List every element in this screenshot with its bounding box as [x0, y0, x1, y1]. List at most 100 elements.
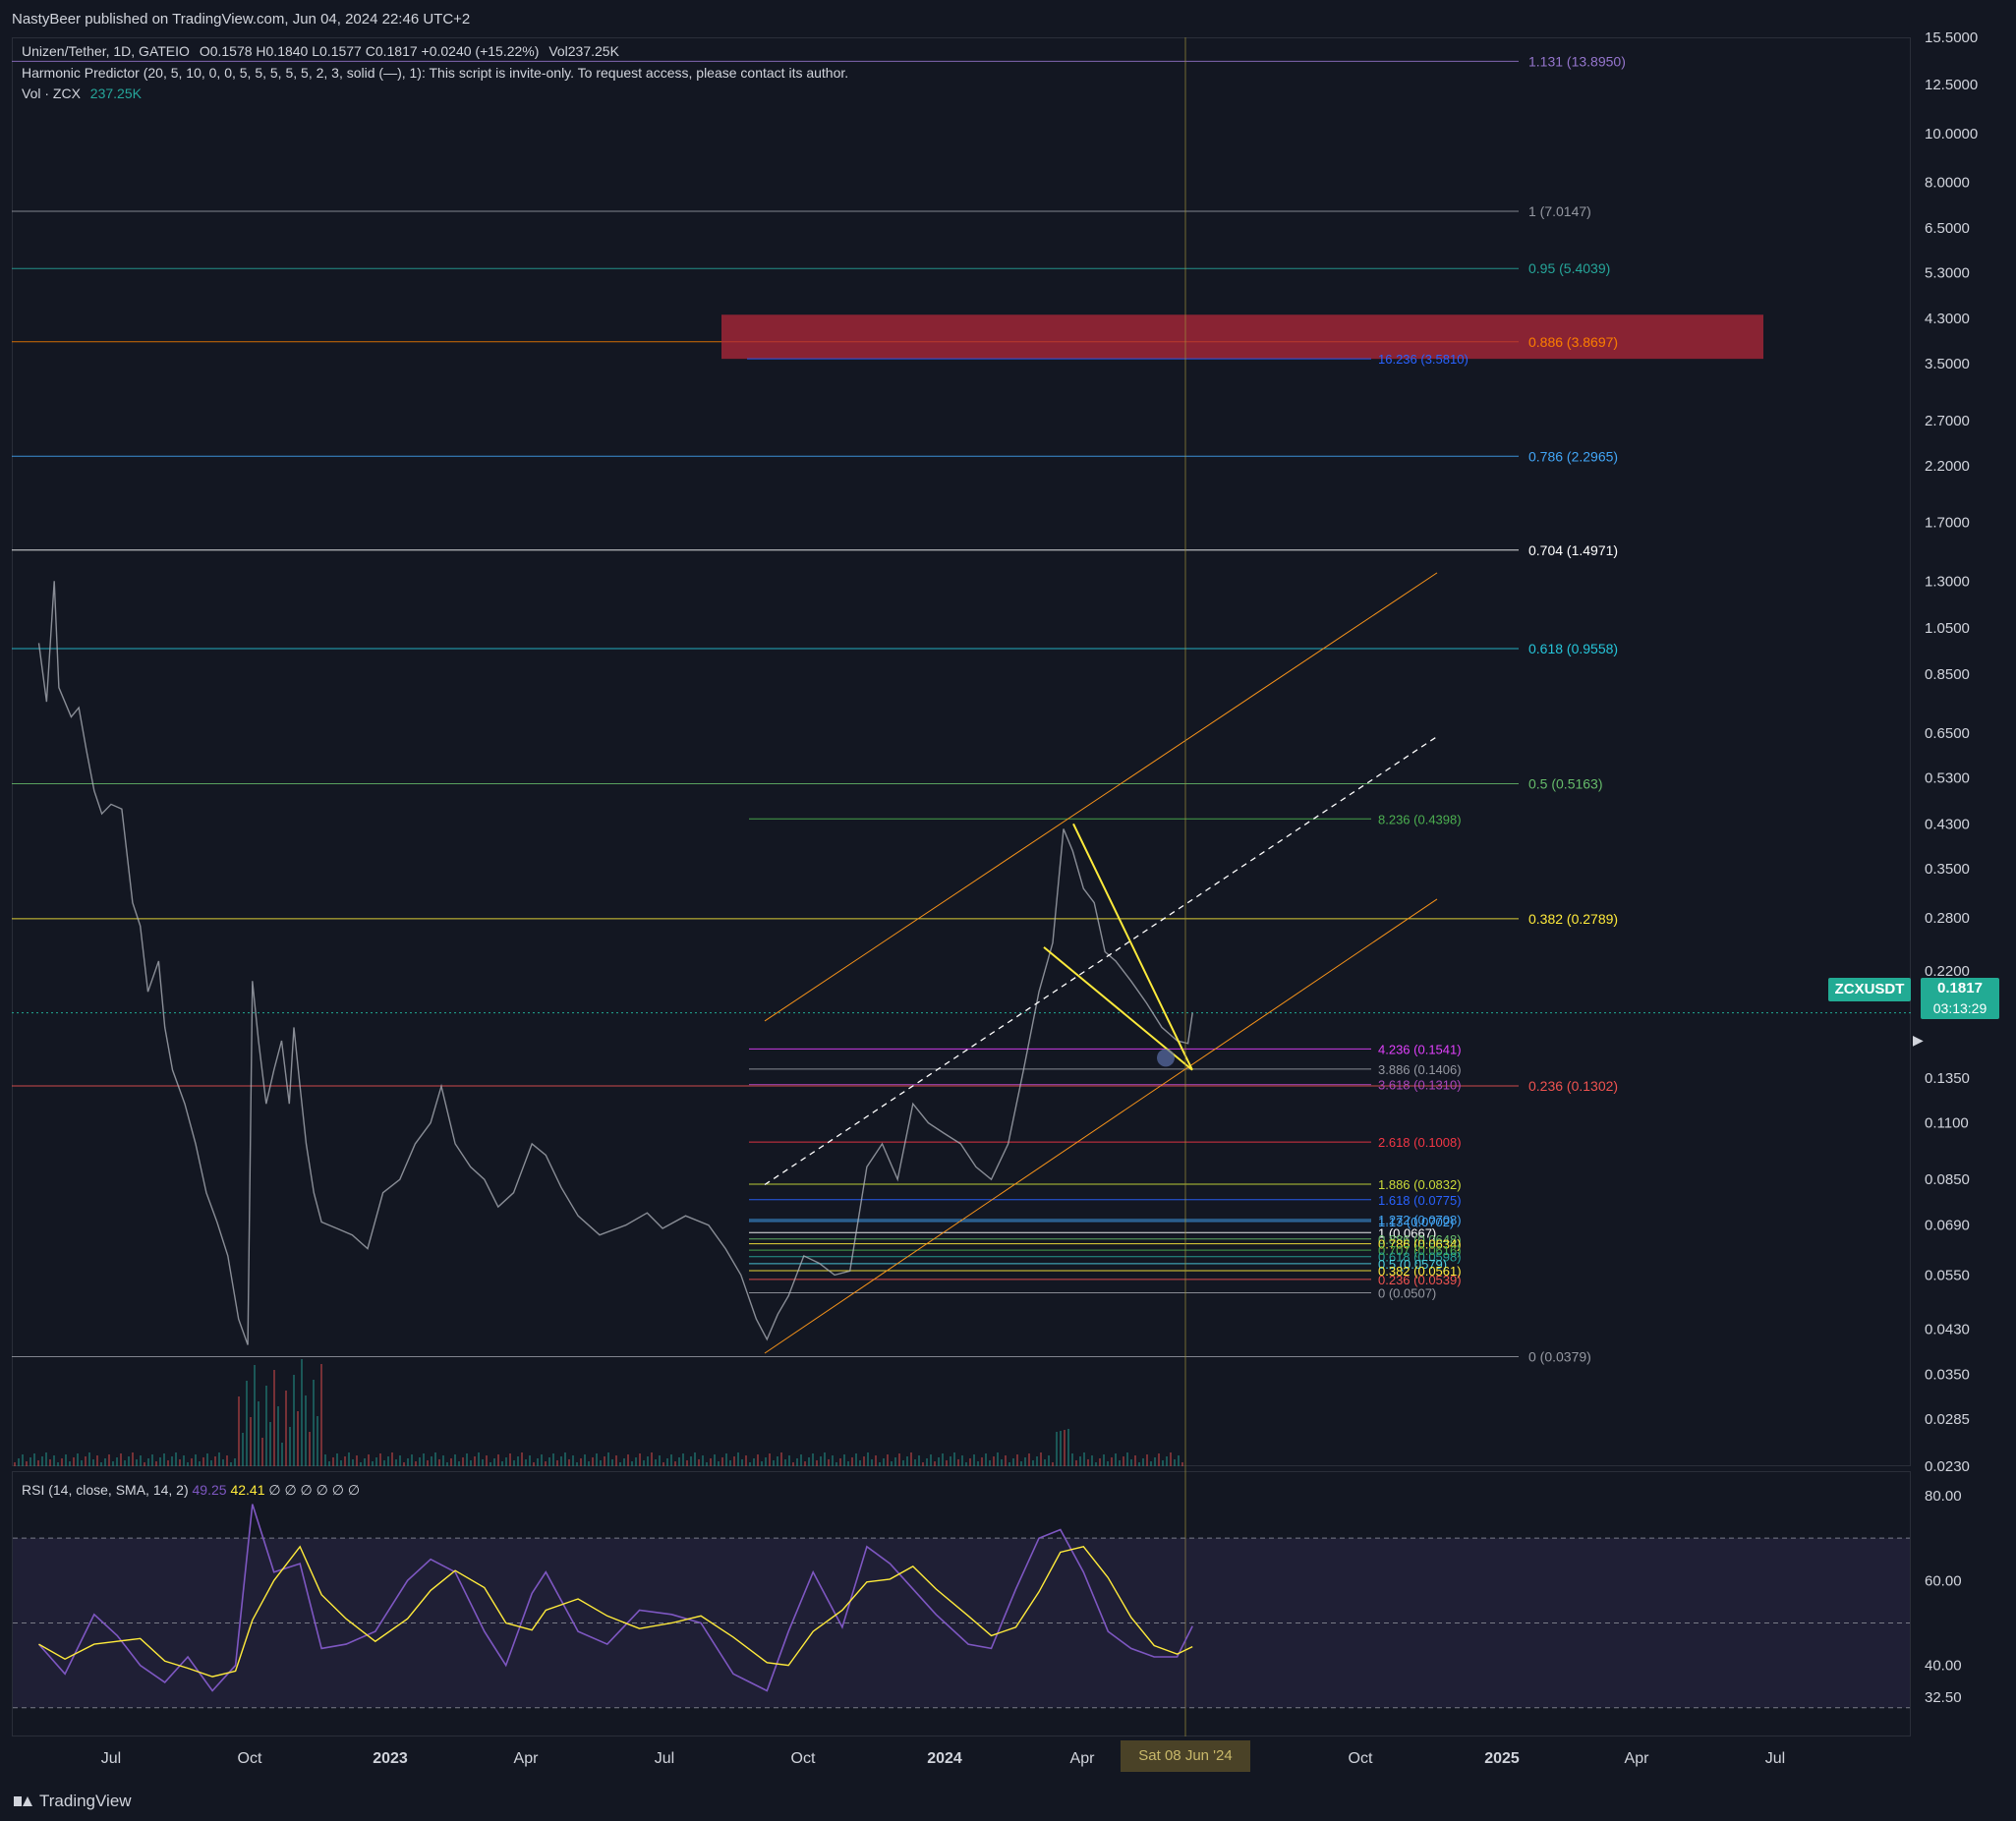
volume-bar — [706, 1462, 708, 1466]
rsi-axis-tick: 32.50 — [1925, 1689, 1962, 1706]
volume-bar — [61, 1458, 63, 1466]
volume-bar — [1095, 1462, 1097, 1466]
volume-bar — [427, 1460, 429, 1466]
volume-bar — [718, 1461, 720, 1466]
volume-bar — [604, 1456, 605, 1466]
volume-bar — [340, 1460, 342, 1466]
price-line — [37, 581, 1193, 1345]
fib-major-label: 0.704 (1.4971) — [1528, 542, 1618, 558]
volume-bar — [851, 1457, 853, 1466]
volume-bar — [745, 1455, 747, 1466]
volume-bar — [965, 1462, 967, 1466]
volume-bar — [898, 1453, 900, 1466]
volume-bar — [828, 1459, 830, 1466]
volume-bar — [580, 1458, 582, 1466]
volume-bar — [887, 1454, 889, 1466]
rsi-legend[interactable]: RSI (14, close, SMA, 14, 2) 49.25 42.41 … — [22, 1482, 360, 1499]
volume-bar — [124, 1460, 126, 1466]
volume-bar — [191, 1458, 193, 1466]
volume-bar — [486, 1455, 488, 1466]
volume-bar — [501, 1461, 503, 1466]
volume-bar — [387, 1456, 389, 1466]
volume-bar — [22, 1454, 24, 1466]
volume-legend[interactable]: Vol · ZCX 237.25K — [22, 85, 147, 101]
fib-minor-label: 16.236 (3.5810) — [1378, 352, 1469, 367]
volume-bar — [450, 1458, 452, 1466]
volume-bar — [258, 1401, 259, 1466]
volume-bar — [419, 1457, 421, 1466]
volume-bar — [985, 1453, 987, 1466]
volume-bar — [1024, 1457, 1026, 1466]
price-pane[interactable] — [12, 37, 1911, 1466]
volume-bar — [513, 1460, 515, 1466]
volume-bar — [269, 1422, 271, 1466]
fib-major-label: 0.95 (5.4039) — [1528, 260, 1610, 276]
volume-bar — [33, 1453, 35, 1466]
volume-bar — [159, 1457, 161, 1466]
volume-bar — [545, 1461, 547, 1466]
price-axis-tick: 0.0550 — [1925, 1267, 1970, 1283]
volume-bar — [199, 1461, 201, 1466]
volume-bar — [128, 1456, 130, 1466]
volume-bar — [957, 1459, 959, 1466]
volume-bar — [1036, 1456, 1038, 1466]
price-axis-tick: 10.0000 — [1925, 126, 1978, 142]
volume-bar — [525, 1459, 527, 1466]
channel-lower — [764, 898, 1438, 1354]
fib-minor-label: 2.618 (0.1008) — [1378, 1135, 1462, 1150]
price-axis-tick: 1.7000 — [1925, 514, 1970, 531]
indicator-legend[interactable]: Harmonic Predictor (20, 5, 10, 0, 0, 5, … — [22, 65, 854, 81]
volume-bar — [698, 1459, 700, 1466]
volume-bar — [53, 1455, 55, 1466]
volume-bar — [1115, 1453, 1117, 1466]
volume-bar — [301, 1359, 303, 1466]
volume-bar — [950, 1456, 951, 1466]
scroll-right-icon[interactable]: ▶ — [1913, 1032, 1924, 1048]
volume-bar — [478, 1452, 480, 1466]
volume-bar — [537, 1458, 539, 1466]
volume-bar — [533, 1462, 535, 1466]
volume-bar — [289, 1427, 291, 1466]
volume-bar — [509, 1453, 511, 1466]
volume-bar — [305, 1395, 307, 1466]
volume-bar — [132, 1452, 134, 1466]
indicator-text: Harmonic Predictor (20, 5, 10, 0, 0, 5, … — [22, 65, 849, 81]
symbol-name: Unizen/Tether, 1D, GATEIO — [22, 43, 190, 59]
volume-bar — [442, 1455, 444, 1466]
volume-bar — [564, 1452, 566, 1466]
volume-bar — [847, 1461, 849, 1466]
volume-bar — [615, 1455, 617, 1466]
volume-bar — [147, 1458, 149, 1466]
volume-bar — [265, 1386, 267, 1466]
volume-bar — [238, 1396, 240, 1466]
volume-bar — [277, 1406, 279, 1466]
volume-bar — [261, 1438, 263, 1466]
volume-legend-value: 237.25K — [89, 85, 142, 101]
volume-bar — [167, 1460, 169, 1466]
volume-bar — [454, 1454, 456, 1466]
volume-bar — [627, 1454, 629, 1466]
volume-bar — [332, 1457, 334, 1466]
volume-bar — [175, 1452, 177, 1466]
volume-bar — [930, 1454, 932, 1466]
crosshair-date-badge: Sat 08 Jun '24 — [1121, 1740, 1250, 1772]
volume-bar — [230, 1462, 232, 1466]
tradingview-logo[interactable]: TradingView — [14, 1792, 132, 1811]
volume-bar — [647, 1456, 649, 1466]
volume-bar — [226, 1455, 228, 1466]
rsi-pane[interactable] — [12, 1471, 1911, 1736]
volume-bar — [769, 1453, 771, 1466]
countdown: 03:13:29 — [1932, 1000, 1987, 1016]
price-axis-tick: 5.3000 — [1925, 265, 1970, 282]
ohlc-values: O0.1578 H0.1840 L0.1577 C0.1817 +0.0240 … — [199, 43, 540, 59]
symbol-legend[interactable]: Unizen/Tether, 1D, GATEIO O0.1578 H0.184… — [22, 43, 625, 59]
volume-bar — [73, 1457, 75, 1466]
volume-bar — [222, 1459, 224, 1466]
volume-bar — [344, 1456, 346, 1466]
volume-bar — [1107, 1461, 1109, 1466]
footer: TradingView — [0, 1784, 2016, 1821]
chart-canvas[interactable]: 1.131 (13.8950) 1 (7.0147) 0.95 (5.4039) 0.… — [0, 0, 2016, 1784]
volume-bar — [171, 1456, 173, 1466]
volume-bar — [796, 1458, 798, 1466]
rsi-empty-values: ∅ ∅ ∅ ∅ ∅ ∅ — [268, 1482, 361, 1498]
